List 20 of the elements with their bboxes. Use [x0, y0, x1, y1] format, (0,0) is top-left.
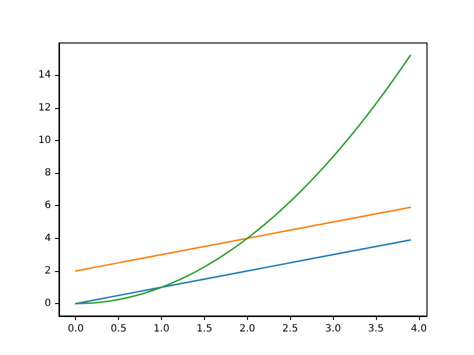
- y-tick-label: 2: [44, 265, 51, 276]
- x-tick-label: 3.0: [325, 324, 342, 334]
- x-tick-label: 1.5: [196, 324, 212, 334]
- line-series: [74, 206, 412, 272]
- y-tick-label: 6: [44, 200, 51, 212]
- x-tick-label: 2.0: [239, 324, 256, 334]
- x-tick-label: 2.5: [282, 324, 298, 334]
- x-tick-label: 0.5: [110, 324, 127, 334]
- y-tick-label: 0: [44, 298, 51, 310]
- line-series: [74, 239, 412, 304]
- x-tick-label: 0.0: [68, 324, 84, 334]
- x-tick-label: 3.5: [368, 324, 384, 334]
- y-tick-label: 14: [38, 70, 51, 81]
- x-tick-label: 4.0: [410, 324, 427, 334]
- x-tick-label: 1.0: [154, 324, 170, 334]
- y-tick-label: 8: [44, 168, 51, 179]
- line-series: [74, 54, 412, 304]
- y-tick-label: 10: [38, 134, 51, 146]
- y-tick-label: 4: [44, 232, 51, 244]
- y-tick-label: 12: [38, 102, 51, 114]
